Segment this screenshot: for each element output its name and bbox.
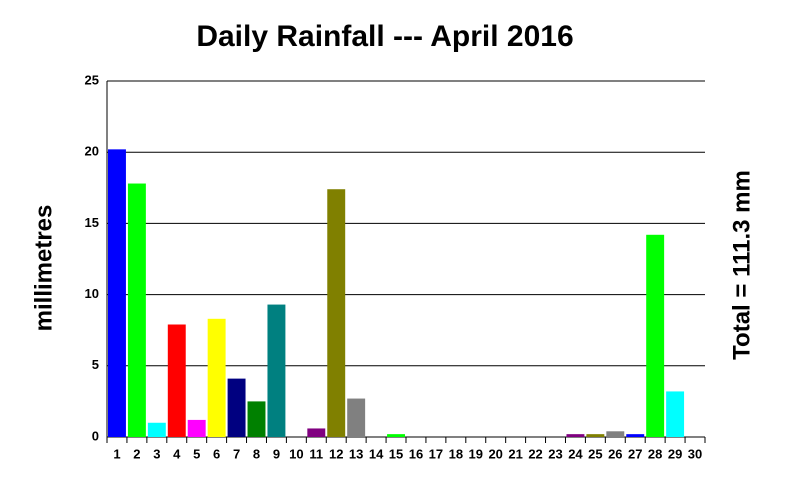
x-tick-label: 5 [193, 446, 200, 461]
x-tick-label: 30 [688, 446, 702, 461]
x-tick-label: 24 [568, 446, 583, 461]
bar [387, 434, 405, 437]
y-tick-label: 5 [92, 357, 99, 372]
bar [307, 428, 326, 437]
x-tick-label: 14 [369, 446, 384, 461]
bar [227, 378, 246, 437]
bar [147, 422, 166, 437]
total-annotation: Total = 111.3 mm [728, 170, 755, 360]
bar [267, 304, 286, 437]
x-tick-label: 2 [133, 446, 140, 461]
bar [127, 183, 146, 437]
bar [646, 234, 665, 437]
x-tick-label: 15 [389, 446, 403, 461]
chart-title: Daily Rainfall --- April 2016 [196, 20, 573, 53]
bar [327, 189, 346, 437]
x-tick-label: 9 [273, 446, 280, 461]
x-tick-label: 17 [429, 446, 443, 461]
bar [347, 398, 366, 437]
y-tick-label: 25 [85, 72, 99, 87]
x-tick-label: 28 [648, 446, 662, 461]
y-tick-label: 10 [85, 286, 99, 301]
x-tick-label: 8 [253, 446, 260, 461]
bar [606, 431, 625, 437]
y-axis-title: millimetres [30, 205, 57, 332]
bar [586, 434, 605, 437]
x-tick-label: 10 [289, 446, 303, 461]
x-tick-label: 4 [173, 446, 181, 461]
bar [108, 149, 126, 438]
y-tick-label: 20 [85, 144, 99, 159]
x-tick-label: 1 [113, 446, 120, 461]
x-tick-label: 22 [528, 446, 542, 461]
x-tick-label: 29 [668, 446, 682, 461]
bar [247, 401, 266, 437]
x-tick-label: 3 [153, 446, 160, 461]
x-tick-label: 6 [213, 446, 220, 461]
bar [187, 419, 206, 437]
bar [167, 324, 186, 437]
x-tick-label: 23 [548, 446, 562, 461]
x-tick-label: 7 [233, 446, 240, 461]
x-tick-label: 27 [628, 446, 642, 461]
y-tick-label: 15 [85, 215, 99, 230]
x-tick-label: 12 [329, 446, 343, 461]
x-tick-label: 26 [608, 446, 622, 461]
bar [666, 391, 685, 437]
bar [566, 434, 585, 437]
x-tick-label: 19 [469, 446, 483, 461]
x-tick-label: 25 [588, 446, 602, 461]
bar [626, 434, 645, 437]
y-tick-label: 0 [92, 428, 99, 443]
bar [207, 318, 226, 437]
x-tick-label: 16 [409, 446, 423, 461]
x-tick-label: 20 [488, 446, 502, 461]
x-tick-label: 21 [508, 446, 522, 461]
x-tick-label: 11 [309, 446, 323, 461]
x-tick-label: 18 [449, 446, 463, 461]
x-tick-label: 13 [349, 446, 363, 461]
